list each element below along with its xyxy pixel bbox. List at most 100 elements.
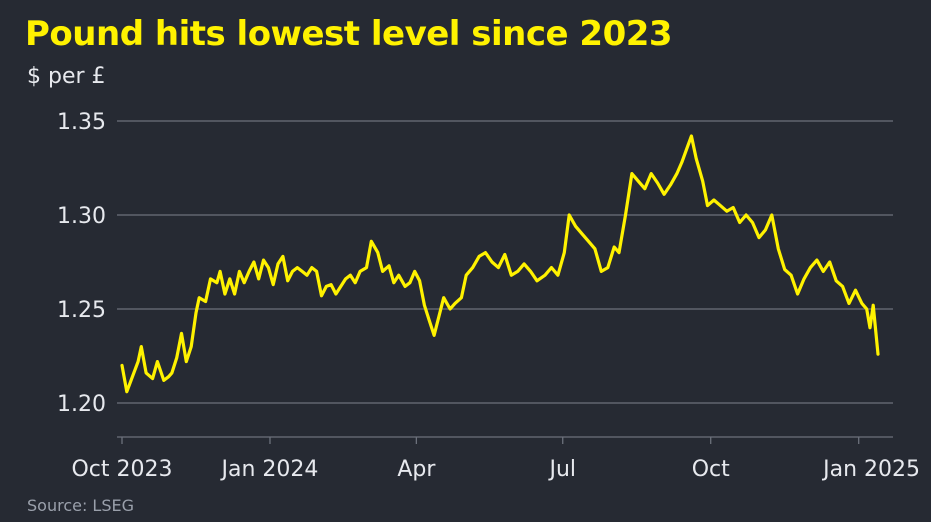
- x-tick-label: Apr: [397, 457, 436, 482]
- data-point: [745, 214, 747, 216]
- data-point: [866, 308, 868, 310]
- data-point: [330, 283, 332, 285]
- data-point: [145, 372, 147, 374]
- y-axis-unit-label: $ per £: [27, 64, 106, 89]
- data-point: [656, 182, 658, 184]
- data-point: [644, 188, 646, 190]
- data-point: [311, 266, 313, 268]
- data-point: [523, 263, 525, 265]
- y-axis-ticks: 1.35 1.30 1.25 1.20: [57, 110, 106, 417]
- data-point: [349, 274, 351, 276]
- data-point: [841, 285, 843, 287]
- data-point: [713, 199, 715, 201]
- data-point: [291, 270, 293, 272]
- data-point: [428, 319, 430, 321]
- data-point: [262, 259, 264, 261]
- data-point: [504, 253, 506, 255]
- data-point: [209, 278, 211, 280]
- data-point: [296, 266, 298, 268]
- x-tick-label: Oct 2023: [71, 457, 172, 482]
- data-point: [418, 280, 420, 282]
- data-point: [433, 334, 435, 336]
- data-point: [272, 283, 274, 285]
- grid-lines: [117, 120, 893, 404]
- data-point: [877, 353, 879, 355]
- data-point: [517, 270, 519, 272]
- data-point: [258, 278, 260, 280]
- data-point: [491, 261, 493, 263]
- data-point: [681, 161, 683, 163]
- data-point: [478, 255, 480, 257]
- data-point: [287, 280, 289, 282]
- data-point: [676, 172, 678, 174]
- data-point: [809, 266, 811, 268]
- data-point: [854, 289, 856, 291]
- data-point: [624, 214, 626, 216]
- data-point: [156, 360, 158, 362]
- data-point: [631, 172, 633, 174]
- chart-title: Pound hits lowest level since 2023: [25, 14, 673, 54]
- data-point: [121, 364, 123, 366]
- data-point: [726, 210, 728, 212]
- data-point: [315, 270, 317, 272]
- data-point: [613, 246, 615, 248]
- y-tick-label: 1.20: [57, 392, 106, 417]
- data-point: [550, 266, 552, 268]
- data-point: [176, 357, 178, 359]
- data-point: [454, 302, 456, 304]
- data-point: [224, 293, 226, 295]
- data-point: [607, 266, 609, 268]
- data-point: [365, 266, 367, 268]
- y-tick-label: 1.35: [57, 110, 106, 135]
- data-point: [198, 297, 200, 299]
- data-point: [423, 304, 425, 306]
- data-point: [354, 282, 356, 284]
- data-point: [771, 214, 773, 216]
- data-point: [238, 270, 240, 272]
- data-point: [563, 251, 565, 253]
- data-point: [581, 233, 583, 235]
- data-point: [803, 278, 805, 280]
- data-point: [784, 268, 786, 270]
- data-point: [861, 302, 863, 304]
- data-point: [872, 304, 874, 306]
- data-point: [669, 184, 671, 186]
- data-point: [409, 282, 411, 284]
- data-point: [637, 180, 639, 182]
- x-tick-label: Jul: [547, 457, 576, 482]
- data-point: [600, 270, 602, 272]
- y-tick-label: 1.25: [57, 298, 106, 323]
- data-point: [381, 270, 383, 272]
- series-line-gbp-usd: [120, 134, 880, 394]
- data-point: [650, 172, 652, 174]
- data-point: [764, 229, 766, 231]
- data-point: [359, 270, 361, 272]
- data-point: [465, 274, 467, 276]
- data-point: [510, 274, 512, 276]
- data-point: [398, 274, 400, 276]
- data-point: [243, 282, 245, 284]
- data-point: [751, 221, 753, 223]
- series-layer: [120, 134, 880, 394]
- data-point: [229, 278, 231, 280]
- data-point: [137, 360, 139, 362]
- data-point: [690, 135, 692, 137]
- data-point: [151, 377, 153, 379]
- data-point: [835, 280, 837, 282]
- data-point: [344, 278, 346, 280]
- data-point: [377, 251, 379, 253]
- data-point: [829, 261, 831, 263]
- data-point: [663, 193, 665, 195]
- data-point: [167, 376, 169, 378]
- data-point: [253, 261, 255, 263]
- data-point: [544, 274, 546, 276]
- data-point: [282, 255, 284, 257]
- data-point: [685, 148, 687, 150]
- data-point: [190, 345, 192, 347]
- data-point: [758, 236, 760, 238]
- data-point: [568, 214, 570, 216]
- data-point: [219, 270, 221, 272]
- data-point: [695, 157, 697, 159]
- data-point: [216, 282, 218, 284]
- data-point: [574, 225, 576, 227]
